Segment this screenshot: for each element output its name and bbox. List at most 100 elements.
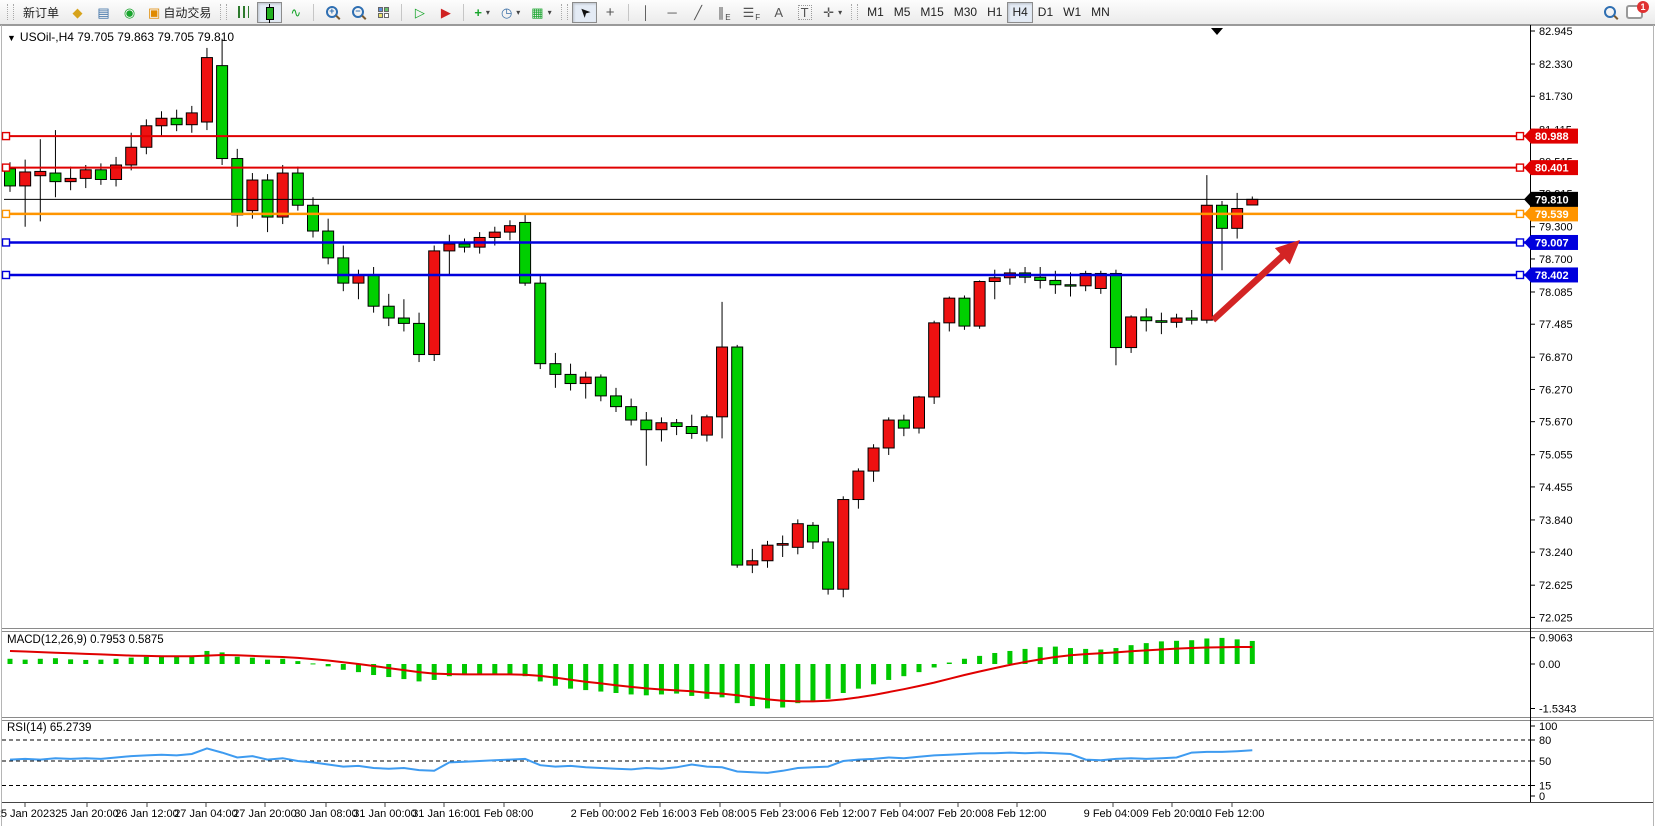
toolbar-drag-handle[interactable]	[7, 4, 14, 20]
macd-histogram-bar	[325, 664, 331, 667]
signals-button[interactable]: ◉	[117, 2, 142, 23]
timeframe-button-m30[interactable]: M30	[949, 2, 982, 23]
auto-trading-button[interactable]: ▣ 自动交易	[143, 2, 216, 23]
price-badge-arrow	[1524, 206, 1531, 222]
line-anchor-handle[interactable]	[1515, 163, 1525, 172]
macd-histogram-bar	[1113, 648, 1119, 664]
candlestick	[761, 544, 774, 562]
text-tool-button[interactable]: A	[766, 2, 791, 23]
candlestick	[1246, 198, 1259, 206]
line-anchor-handle[interactable]	[1, 163, 11, 172]
trendline-tool-button[interactable]: ╱	[686, 2, 711, 23]
price-badge-label: 79.539	[1535, 209, 1569, 221]
toolbar-drag-handle[interactable]	[560, 4, 568, 20]
time-axis-label: 26 Jan 12:00	[115, 808, 179, 820]
cursor-tool-button[interactable]: ➤	[571, 1, 597, 23]
macd-histogram-bar	[1204, 638, 1210, 664]
vertical-line-tool-button[interactable]: │	[634, 2, 659, 23]
crosshair-tool-button[interactable]: +	[598, 2, 623, 23]
macd-histogram-bar	[1037, 647, 1043, 664]
trend-arrow-head[interactable]	[1274, 240, 1300, 265]
macd-histogram-bar	[1234, 639, 1240, 664]
channel-subscript: E	[725, 12, 731, 22]
price-axis-tick-label: 73.240	[1539, 547, 1573, 559]
line-anchor-handle[interactable]	[1515, 238, 1525, 247]
timeframe-button-m5[interactable]: M5	[889, 2, 916, 23]
candlestick	[731, 346, 744, 566]
candlestick	[155, 117, 168, 127]
price-axis-tick-label: 74.455	[1539, 482, 1573, 494]
channel-tool-button[interactable]: ∥ E	[712, 2, 737, 23]
fibonacci-icon: ☰	[742, 4, 755, 20]
zoom-out-button[interactable]: −	[345, 2, 370, 23]
data-window-button[interactable]: ▤	[91, 2, 116, 23]
candlestick	[1185, 317, 1198, 321]
auto-scroll-button[interactable]: ▷	[407, 2, 432, 23]
candlestick	[291, 172, 304, 206]
candlestick	[973, 281, 986, 327]
toolbar-drag-handle[interactable]	[220, 4, 228, 20]
candlestick	[276, 172, 289, 218]
line-anchor-handle[interactable]	[1, 131, 11, 141]
macd-histogram-bar	[598, 664, 604, 692]
macd-histogram-bar	[446, 664, 452, 677]
bar-chart-button[interactable]	[231, 2, 256, 23]
text-label-tool-button[interactable]: T	[792, 2, 817, 23]
cursor-icon: ➤	[574, 2, 594, 22]
timeframe-button-d1[interactable]: D1	[1033, 2, 1058, 23]
new-order-button[interactable]: 新订单	[18, 2, 64, 23]
timeframe-button-mn[interactable]: MN	[1086, 2, 1115, 23]
tile-windows-button[interactable]	[371, 2, 396, 23]
macd-histogram-bar	[355, 664, 361, 673]
line-anchor-handle[interactable]	[1, 209, 11, 219]
arrows-tool-button[interactable]: ✛ ▾	[818, 2, 847, 23]
macd-histogram-bar	[1052, 646, 1058, 664]
chevron-down-icon: ▾	[547, 7, 552, 17]
zoom-in-button[interactable]: +	[319, 2, 344, 23]
notifications-icon[interactable]: 1	[1626, 1, 1649, 19]
rsi-axis-label: 15	[1539, 781, 1551, 793]
price-badge	[1531, 191, 1578, 207]
search-icon[interactable]	[1604, 6, 1616, 18]
line-chart-button[interactable]: ∿	[283, 2, 308, 23]
macd-histogram-bar	[871, 664, 877, 685]
timeframe-button-h4[interactable]: H4	[1007, 1, 1033, 23]
candlestick	[49, 172, 62, 183]
candlestick	[791, 523, 804, 548]
price-badge	[1531, 234, 1578, 250]
timeframe-button-m1[interactable]: M1	[862, 2, 889, 23]
fibonacci-tool-button[interactable]: ☰ F	[738, 2, 766, 23]
horizontal-line-tool-button[interactable]: ─	[660, 2, 685, 23]
macd-histogram-bar	[674, 664, 680, 694]
time-axis-label: 30 Jan 08:00	[294, 808, 358, 820]
macd-histogram-bar	[113, 658, 119, 664]
line-anchor-handle[interactable]	[1, 238, 11, 247]
chevron-down-icon: ▾	[838, 7, 843, 17]
market-watch-button[interactable]: ◆	[65, 2, 90, 23]
candlestick	[443, 243, 456, 252]
timeframe-button-m15[interactable]: M15	[915, 2, 948, 23]
templates-button[interactable]: ▦ ▾	[526, 2, 556, 23]
periods-button[interactable]: ◷ ▾	[496, 2, 525, 23]
data-window-icon: ▤	[97, 4, 110, 20]
toolbar-drag-handle[interactable]	[851, 4, 859, 20]
line-anchor-handle[interactable]	[1515, 270, 1525, 280]
indicators-button[interactable]: + ▾	[469, 2, 495, 23]
chart-shift-button[interactable]: ▶	[433, 2, 458, 23]
time-axis-label: 10 Feb 12:00	[1200, 808, 1265, 820]
trend-arrow-line[interactable]	[1210, 251, 1288, 323]
candlestick-chart-icon	[265, 3, 274, 23]
candlestick-chart-button[interactable]	[257, 1, 283, 23]
line-anchor-handle[interactable]	[1515, 209, 1525, 219]
line-anchor-handle[interactable]	[1515, 131, 1525, 141]
main-chart-canvas[interactable]: 82.94582.33081.73081.11580.51579.91579.3…	[0, 25, 1655, 826]
fibonacci-subscript: F	[755, 12, 761, 22]
line-anchor-handle[interactable]	[1, 270, 11, 280]
price-axis-tick-label: 78.700	[1539, 254, 1573, 266]
macd-histogram-bar	[1022, 648, 1028, 664]
timeframe-button-w1[interactable]: W1	[1058, 2, 1086, 23]
symbol-dropdown-icon[interactable]: ▼	[7, 33, 16, 43]
vertical-line-icon: │	[642, 4, 651, 20]
candlestick	[988, 277, 1001, 283]
timeframe-button-h1[interactable]: H1	[982, 2, 1007, 23]
